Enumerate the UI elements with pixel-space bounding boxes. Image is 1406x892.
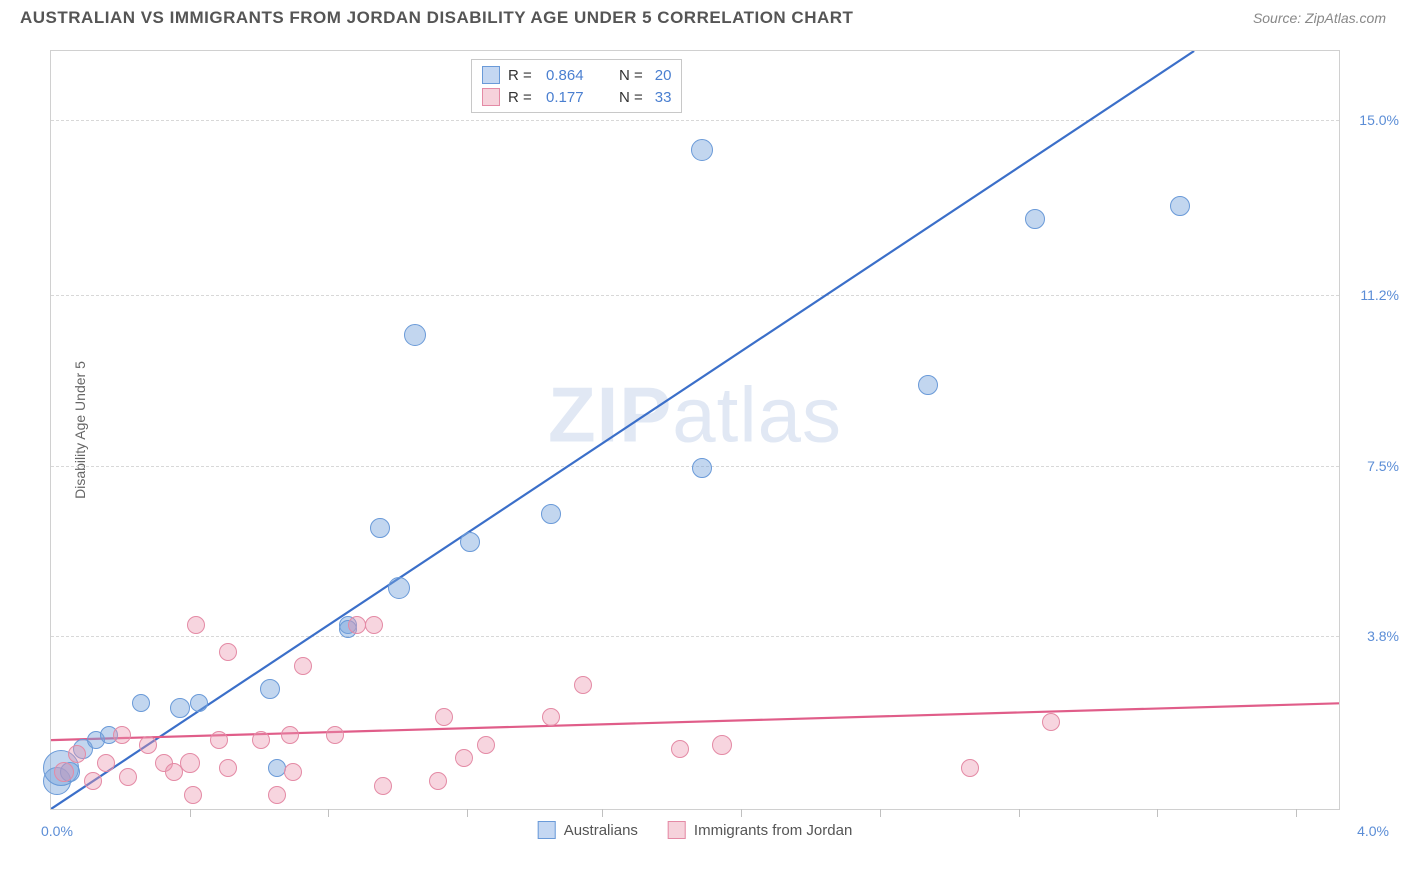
- data-point: [139, 736, 157, 754]
- data-point: [294, 657, 312, 675]
- data-point: [435, 708, 453, 726]
- r-value-jordan: 0.177: [546, 89, 601, 106]
- x-tick: [328, 809, 329, 817]
- data-point: [541, 504, 561, 524]
- data-point: [190, 694, 208, 712]
- data-point: [132, 694, 150, 712]
- data-point: [374, 777, 392, 795]
- data-point: [691, 139, 713, 161]
- data-point: [429, 772, 447, 790]
- legend-swatch-jordan: [668, 821, 686, 839]
- data-point: [1170, 196, 1190, 216]
- x-tick: [602, 809, 603, 817]
- data-point: [1042, 713, 1060, 731]
- x-tick: [467, 809, 468, 817]
- data-point: [219, 643, 237, 661]
- data-point: [370, 518, 390, 538]
- data-point: [284, 763, 302, 781]
- x-max-label: 4.0%: [1357, 823, 1389, 839]
- data-point: [365, 616, 383, 634]
- y-axis-title: Disability Age Under 5: [72, 361, 88, 499]
- stats-row-jordan: R = 0.177 N = 33: [482, 86, 671, 108]
- swatch-jordan: [482, 88, 500, 106]
- data-point: [542, 708, 560, 726]
- data-point: [84, 772, 102, 790]
- data-point: [1025, 209, 1045, 229]
- data-point: [260, 679, 280, 699]
- legend-item-jordan: Immigrants from Jordan: [668, 821, 852, 839]
- data-point: [455, 749, 473, 767]
- gridline: [51, 636, 1339, 637]
- data-point: [404, 324, 426, 346]
- data-point: [574, 676, 592, 694]
- n-value-australians: 20: [655, 67, 672, 84]
- data-point: [692, 458, 712, 478]
- data-point: [187, 616, 205, 634]
- data-point: [671, 740, 689, 758]
- legend-item-australians: Australians: [538, 821, 638, 839]
- data-point: [219, 759, 237, 777]
- watermark: ZIPatlas: [548, 369, 842, 460]
- trend-lines: [51, 51, 1339, 809]
- y-tick-label: 15.0%: [1349, 112, 1399, 128]
- data-point: [268, 786, 286, 804]
- r-value-australians: 0.864: [546, 67, 601, 84]
- x-tick: [880, 809, 881, 817]
- x-tick: [741, 809, 742, 817]
- stats-legend: R = 0.864 N = 20 R = 0.177 N = 33: [471, 59, 682, 113]
- data-point: [119, 768, 137, 786]
- chart-title: AUSTRALIAN VS IMMIGRANTS FROM JORDAN DIS…: [20, 8, 853, 28]
- x-tick: [1157, 809, 1158, 817]
- data-point: [184, 786, 202, 804]
- x-min-label: 0.0%: [41, 823, 73, 839]
- gridline: [51, 120, 1339, 121]
- data-point: [918, 375, 938, 395]
- swatch-australians: [482, 66, 500, 84]
- data-point: [113, 726, 131, 744]
- y-tick-label: 11.2%: [1349, 287, 1399, 303]
- data-point: [68, 745, 86, 763]
- data-point: [54, 762, 74, 782]
- n-value-jordan: 33: [655, 89, 672, 106]
- data-point: [170, 698, 190, 718]
- data-point: [326, 726, 344, 744]
- data-point: [388, 577, 410, 599]
- data-point: [252, 731, 270, 749]
- data-point: [97, 754, 115, 772]
- source-attribution: Source: ZipAtlas.com: [1253, 10, 1386, 26]
- gridline: [51, 295, 1339, 296]
- data-point: [477, 736, 495, 754]
- data-point: [712, 735, 732, 755]
- data-point: [460, 532, 480, 552]
- series-legend: Australians Immigrants from Jordan: [538, 821, 853, 839]
- trend-line: [51, 51, 1194, 809]
- chart-area: Disability Age Under 5 ZIPatlas 3.8%7.5%…: [50, 50, 1340, 810]
- stats-row-australians: R = 0.864 N = 20: [482, 64, 671, 86]
- data-point: [180, 753, 200, 773]
- x-tick: [1019, 809, 1020, 817]
- data-point: [961, 759, 979, 777]
- x-tick: [190, 809, 191, 817]
- data-point: [281, 726, 299, 744]
- y-tick-label: 3.8%: [1349, 628, 1399, 644]
- legend-swatch-australians: [538, 821, 556, 839]
- x-tick: [1296, 809, 1297, 817]
- trend-line: [51, 703, 1339, 740]
- y-tick-label: 7.5%: [1349, 458, 1399, 474]
- data-point: [210, 731, 228, 749]
